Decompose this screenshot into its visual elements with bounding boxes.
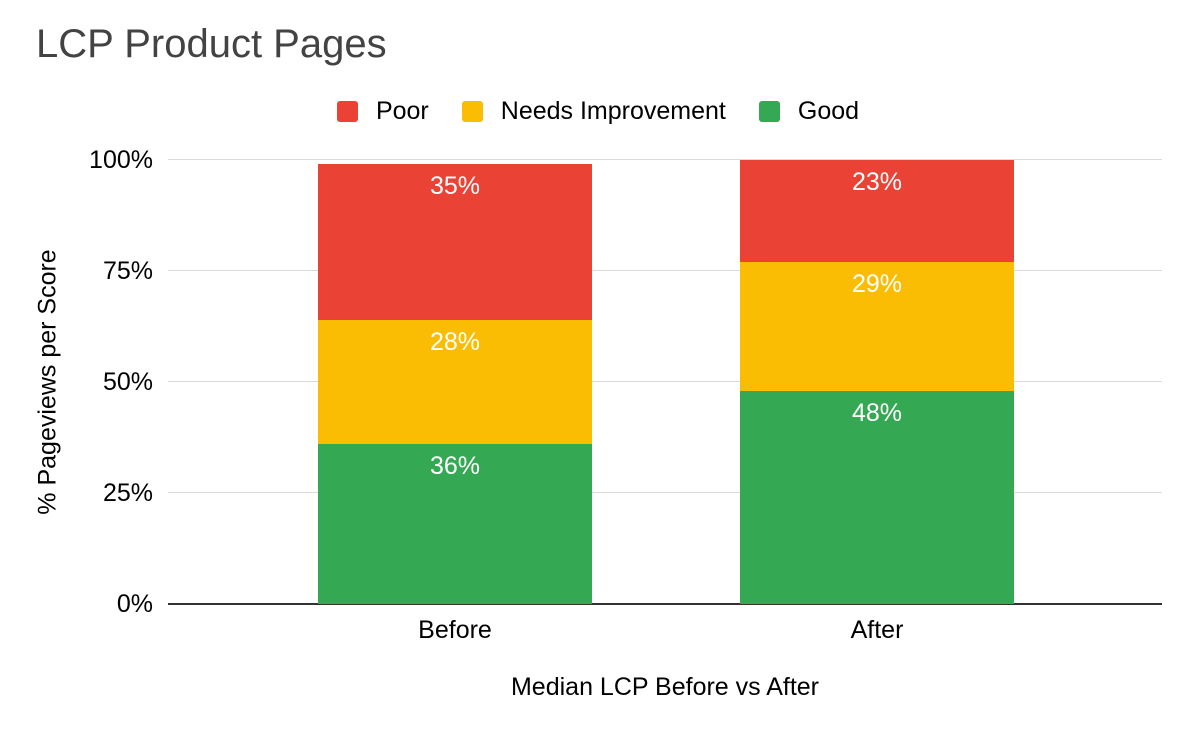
x-axis-title: Median LCP Before vs After: [510, 673, 820, 701]
bar-segment-before-good: 36%: [318, 444, 592, 604]
segment-value-label: 35%: [429, 173, 481, 200]
segment-value-label: 48%: [851, 399, 903, 426]
legend-item-good: Good: [758, 96, 860, 126]
legend-item-poor: Poor: [336, 96, 429, 126]
segment-value-label: 28%: [429, 328, 481, 355]
legend-swatch-icon: [461, 100, 483, 122]
x-axis-baseline: [168, 603, 1162, 605]
bar-segment-after-needs-improvement: 29%: [740, 262, 1014, 391]
legend: Poor Needs Improvement Good: [0, 97, 1196, 125]
bar-segment-before-needs-improvement: 28%: [318, 319, 592, 445]
legend-swatch-icon: [336, 100, 358, 122]
segment-value-label: 23%: [851, 169, 903, 195]
gridline-50%: [168, 381, 1162, 382]
segment-value-label: 36%: [429, 453, 481, 480]
legend-item-needs-improvement: Needs Improvement: [461, 96, 726, 126]
plot-area: 36% 28% 35% 48% 29% 23%: [168, 159, 1162, 605]
segment-value-label: 29%: [851, 271, 903, 298]
y-tick-label: 50%: [102, 368, 153, 396]
bar-segment-after-good: 48%: [740, 390, 1014, 604]
chart-title: LCP Product Pages: [36, 22, 387, 66]
y-tick-label: 25%: [102, 479, 153, 507]
y-tick-label: 0%: [116, 590, 153, 618]
gridline-100%: [168, 159, 1162, 160]
legend-label: Good: [797, 96, 860, 125]
x-category-label-before: Before: [418, 616, 492, 644]
gridline-25%: [168, 492, 1162, 493]
legend-swatch-icon: [758, 100, 780, 122]
y-tick-label: 100%: [89, 146, 153, 174]
legend-label: Needs Improvement: [500, 96, 726, 125]
legend-label: Poor: [375, 96, 429, 125]
gridline-75%: [168, 270, 1162, 271]
y-tick-label: 75%: [102, 257, 153, 285]
bar-segment-before-poor: 35%: [318, 164, 592, 320]
bar-segment-after-poor: 23%: [740, 160, 1014, 263]
x-category-label-after: After: [850, 616, 904, 644]
